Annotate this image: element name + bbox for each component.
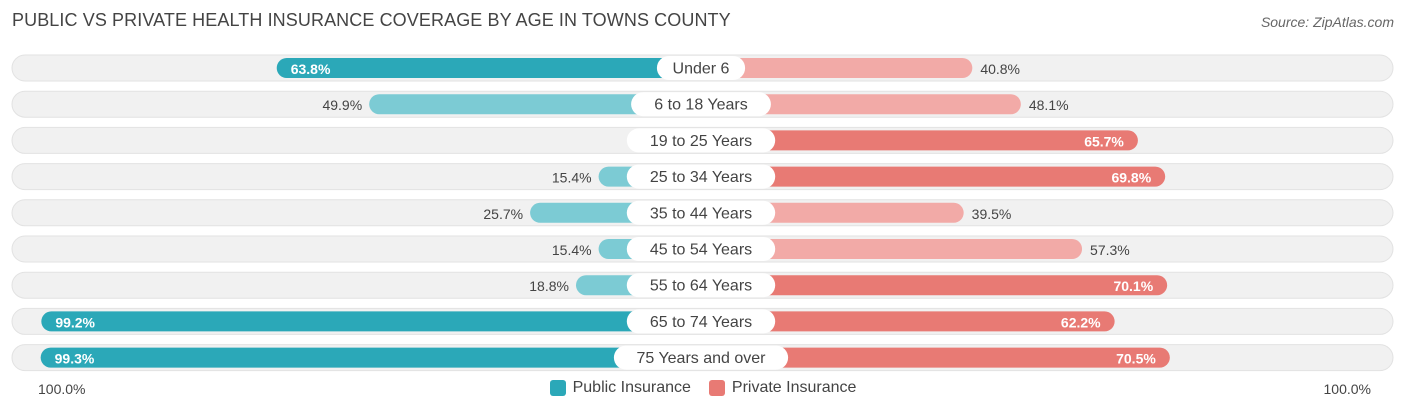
chart-area: 63.8% 40.8% Under 6 49.9% 48.1% 6 to 18 Years… (11, 54, 1394, 372)
public-value-label: 99.2% (55, 314, 95, 330)
category-label: 25 to 34 Years (650, 169, 752, 186)
category-pill (626, 200, 776, 225)
public-bar (369, 94, 701, 115)
source-label: Source: ZipAtlas.com (1260, 14, 1394, 30)
private-bar (701, 94, 1021, 115)
category-pill (626, 273, 776, 298)
private-value-label: 40.8% (980, 61, 1020, 77)
category-label: 45 to 54 Years (650, 242, 752, 259)
category-label: 65 to 74 Years (650, 314, 752, 331)
private-bar (701, 130, 1138, 151)
public-value-label: 49.9% (322, 97, 362, 113)
private-bar (701, 166, 1166, 187)
private-value-label: 62.2% (1061, 314, 1101, 330)
axis-right-label: 100.0% (1323, 381, 1371, 397)
private-bar (701, 239, 1083, 259)
category-pill (631, 92, 771, 117)
public-bar (40, 347, 701, 368)
private-bar (701, 275, 1168, 296)
category-label: 55 to 64 Years (650, 278, 752, 295)
public-bar (41, 311, 701, 332)
private-value-label: 69.8% (1111, 170, 1151, 186)
legend-item-private[interactable]: Private Insurance (708, 379, 857, 397)
public-value-label: 15.4% (552, 170, 592, 186)
category-pill (656, 56, 746, 80)
public-value-label: 63.8% (291, 61, 331, 77)
category-label: 6 to 18 Years (654, 97, 747, 114)
private-value-label: 70.5% (1116, 351, 1156, 367)
public-value-label: 15.4% (552, 242, 592, 258)
private-value-label: 65.7% (1084, 133, 1124, 149)
category-pill (626, 164, 776, 189)
category-pill (626, 309, 776, 334)
legend-item-public[interactable]: Public Insurance (549, 379, 691, 397)
public-value-label: 99.3% (55, 351, 95, 367)
private-bar (701, 347, 1170, 368)
axis-left-label: 100.0% (38, 381, 86, 397)
category-label: 75 Years and over (637, 350, 767, 367)
legend-label-public: Public Insurance (572, 379, 691, 396)
category-pill (613, 345, 789, 370)
private-bar (701, 58, 973, 78)
legend-label-private: Private Insurance (731, 379, 857, 396)
legend-swatch-private (708, 380, 725, 396)
legend-swatch-public (549, 380, 566, 396)
private-value-label: 57.3% (1090, 242, 1130, 258)
public-value-label: 25.7% (483, 206, 523, 222)
private-value-label: 39.5% (972, 206, 1012, 222)
public-value-label: 18.8% (529, 278, 569, 294)
chart-title: PUBLIC VS PRIVATE HEALTH INSURANCE COVER… (12, 10, 731, 30)
category-label: 19 to 25 Years (650, 133, 752, 150)
category-pill (626, 128, 776, 153)
category-pill (626, 237, 776, 261)
public-bar (276, 58, 701, 78)
private-value-label: 70.1% (1113, 278, 1153, 294)
category-label: Under 6 (673, 61, 730, 78)
category-label: 35 to 44 Years (650, 205, 752, 222)
legend: Public Insurance Private Insurance (0, 379, 1406, 397)
private-value-label: 48.1% (1029, 97, 1069, 113)
private-bar (701, 311, 1115, 332)
